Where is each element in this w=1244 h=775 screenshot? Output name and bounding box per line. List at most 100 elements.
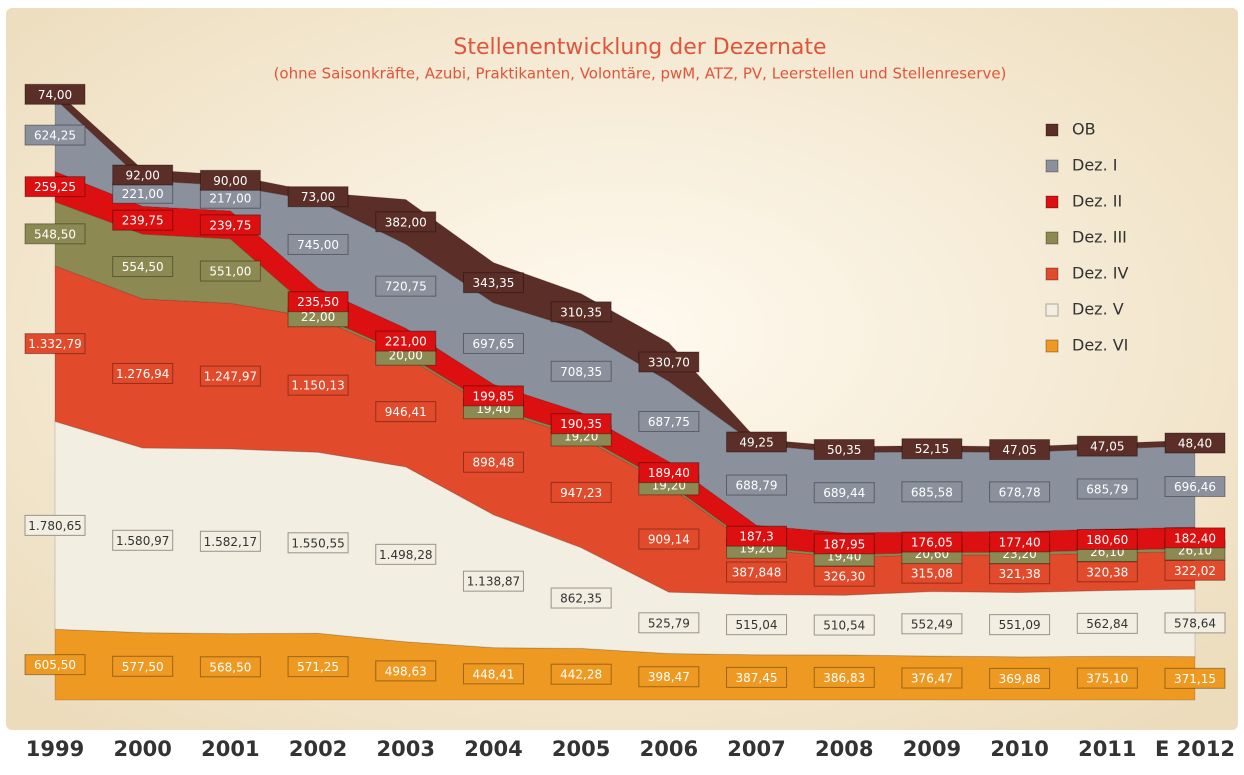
value-label-box — [901, 613, 963, 635]
value-label: 1.582,17 — [204, 535, 257, 549]
value-label-box — [1164, 667, 1226, 689]
value-label: 605,50 — [34, 658, 76, 672]
legend-label: OB — [1072, 120, 1096, 139]
value-label: 689,44 — [823, 486, 865, 500]
legend-label: Dez. V — [1072, 300, 1124, 319]
value-label: 1.580,97 — [116, 534, 169, 548]
value-label-box — [112, 529, 174, 551]
value-label-box — [24, 333, 86, 355]
legend-label: Dez. III — [1072, 228, 1127, 247]
value-label: 20,00 — [389, 349, 423, 363]
value-label-box — [1164, 432, 1226, 454]
value-label-box — [638, 612, 700, 634]
value-label-box — [726, 561, 788, 583]
value-label: 90,00 — [213, 174, 247, 188]
value-label-box — [989, 667, 1051, 689]
area — [54, 420, 1196, 658]
value-label: 696,46 — [1174, 480, 1216, 494]
value-label-box — [638, 462, 700, 484]
value-label-box — [1164, 612, 1226, 634]
value-label: 48,40 — [1178, 437, 1212, 451]
value-label-box — [638, 528, 700, 550]
value-label-box — [199, 530, 261, 552]
value-label: 330,70 — [648, 356, 690, 370]
value-label-box — [24, 223, 86, 245]
value-label-box — [375, 330, 437, 352]
value-label: 182,40 — [1174, 531, 1216, 545]
value-label-box — [813, 439, 875, 461]
x-tick-label: 2006 — [640, 737, 698, 761]
value-label-box — [901, 667, 963, 689]
value-label: 448,41 — [472, 667, 514, 681]
value-label-box — [638, 351, 700, 373]
value-label-box — [989, 531, 1051, 553]
value-label-box — [550, 663, 612, 685]
value-label-box — [638, 666, 700, 688]
value-label-box — [287, 291, 349, 313]
value-label: 498,63 — [385, 664, 427, 678]
value-label-box — [375, 660, 437, 682]
value-label: 551,00 — [209, 265, 251, 279]
value-label: 376,47 — [911, 672, 953, 686]
value-label: 322,02 — [1174, 564, 1216, 578]
x-tick-label: 2011 — [1078, 737, 1136, 761]
value-label: 371,15 — [1174, 672, 1216, 686]
value-label: 310,35 — [560, 305, 602, 319]
value-label-box — [375, 543, 437, 565]
value-label-box — [901, 531, 963, 553]
x-tick-label: 1999 — [26, 737, 84, 761]
legend-label: Dez. IV — [1072, 264, 1128, 283]
value-label-box — [1076, 667, 1138, 689]
value-label: 1.247,97 — [204, 370, 257, 384]
value-label: 745,00 — [297, 238, 339, 252]
x-tick-label: 2004 — [464, 737, 522, 761]
value-label-box — [24, 514, 86, 536]
value-label: 947,23 — [560, 486, 602, 500]
value-label: 199,85 — [472, 389, 514, 403]
value-label: 551,09 — [999, 618, 1041, 632]
value-label: 47,05 — [1002, 443, 1036, 457]
value-label-box — [1076, 435, 1138, 457]
value-label-box — [375, 275, 437, 297]
value-label-box — [989, 614, 1051, 636]
value-label: 221,00 — [385, 335, 427, 349]
value-label: 386,83 — [823, 671, 865, 685]
value-label: 73,00 — [301, 190, 335, 204]
value-label: 375,10 — [1086, 672, 1128, 686]
value-label-box — [199, 169, 261, 191]
value-label-box — [462, 451, 524, 473]
legend-swatch — [1045, 339, 1059, 353]
value-label-box — [24, 124, 86, 146]
value-label: 685,58 — [911, 485, 953, 499]
value-label-box — [287, 186, 349, 208]
value-label-box — [813, 565, 875, 587]
value-label-box — [287, 233, 349, 255]
value-label-box — [1164, 559, 1226, 581]
value-label: 697,65 — [472, 337, 514, 351]
value-label: 1.550,55 — [291, 536, 344, 550]
value-label-box — [24, 654, 86, 676]
value-label: 862,35 — [560, 592, 602, 606]
value-label: 624,25 — [34, 129, 76, 143]
value-label: 1.780,65 — [28, 519, 81, 533]
value-label: 343,35 — [472, 276, 514, 290]
value-label-box — [813, 533, 875, 555]
value-label-box — [112, 362, 174, 384]
value-label-box — [726, 525, 788, 547]
value-label-box — [550, 481, 612, 503]
x-tick-label: 2007 — [727, 737, 785, 761]
value-label-box — [199, 656, 261, 678]
value-label: 22,00 — [301, 310, 335, 324]
value-label-box — [813, 666, 875, 688]
value-label: 578,64 — [1174, 616, 1216, 630]
value-label: 687,75 — [648, 415, 690, 429]
value-label: 946,41 — [385, 405, 427, 419]
value-label: 678,78 — [999, 485, 1041, 499]
x-tick-label: 2010 — [990, 737, 1048, 761]
value-label-box — [726, 431, 788, 453]
value-label: 176,05 — [911, 536, 953, 550]
value-label-box — [1076, 529, 1138, 551]
value-label: 577,50 — [122, 660, 164, 674]
x-tick-label: 2009 — [903, 737, 961, 761]
value-label: 50,35 — [827, 443, 861, 457]
